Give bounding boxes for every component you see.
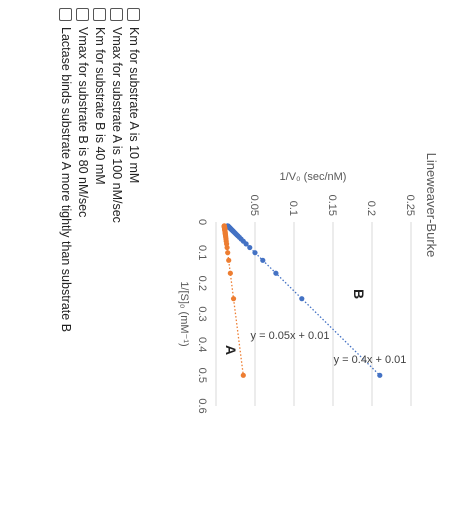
option-5-checkbox[interactable] — [59, 8, 72, 21]
y-tick-label: 0.05 — [248, 195, 260, 216]
data-point-a — [227, 270, 233, 276]
data-point-a — [226, 257, 232, 263]
y-tick-label: 0.2 — [365, 201, 377, 216]
data-point-b — [247, 244, 253, 251]
data-point-a — [230, 296, 237, 302]
option-4-label: Vmax for substrate B is 80 nM/sec — [76, 27, 90, 218]
y-tick-label: 0.25 — [404, 195, 416, 216]
option-2-label: Vmax for substrate A is 100 nM/sec — [110, 27, 124, 223]
x-tick-label: 0.4 — [196, 337, 208, 352]
data-point-b — [273, 270, 279, 276]
data-point-b — [260, 257, 266, 263]
y-axis-title: 1/V₀ (sec/nM) — [280, 171, 347, 183]
option-3-label: Km for substrate B is 40 mM — [93, 27, 107, 185]
series-label-a: A — [223, 345, 239, 355]
data-point-a — [240, 372, 246, 378]
trendline-b — [227, 225, 381, 376]
data-point-a — [225, 250, 231, 256]
data-point-b — [252, 250, 258, 256]
x-tick-label: 0.6 — [196, 398, 208, 413]
answer-options: Km for substrate A is 10 mM Vmax for sub… — [57, 8, 142, 508]
y-tick-label: 0.15 — [326, 195, 338, 216]
option-1-checkbox[interactable] — [127, 8, 140, 21]
x-tick-label: 0.1 — [196, 245, 208, 260]
chart-title: Lineweaver-Burke — [424, 153, 439, 258]
option-4[interactable]: Vmax for substrate B is 80 nM/sec — [74, 8, 91, 508]
option-2-checkbox[interactable] — [110, 8, 123, 21]
option-4-checkbox[interactable] — [76, 8, 89, 21]
series-label-b: B — [351, 289, 367, 299]
data-point-a — [221, 223, 227, 229]
option-3-checkbox[interactable] — [93, 8, 106, 21]
x-tick-label: 0 — [196, 219, 208, 225]
x-tick-label: 0.5 — [196, 368, 208, 383]
x-axis-title: 1/[S]₀ (mM⁻¹) — [178, 281, 190, 346]
y-tick-label: 0.1 — [287, 201, 299, 216]
option-5[interactable]: Lactase binds substrate A more tightly t… — [57, 8, 74, 508]
x-tick-label: 0.2 — [196, 276, 208, 291]
option-1-label: Km for substrate A is 10 mM — [127, 27, 141, 184]
option-5-label: Lactase binds substrate A more tightly t… — [59, 27, 73, 333]
option-2[interactable]: Vmax for substrate A is 100 nM/sec — [108, 8, 125, 508]
trendline-equation-a: y = 0.05x + 0.01 — [251, 330, 330, 342]
option-3[interactable]: Km for substrate B is 40 mM — [91, 8, 108, 508]
data-point-b — [299, 296, 305, 302]
x-tick-label: 0.3 — [196, 306, 208, 321]
trendline-equation-b: y = 0.4x + 0.01 — [334, 354, 407, 366]
option-1[interactable]: Km for substrate A is 10 mM — [125, 8, 142, 508]
data-point-b — [377, 372, 383, 378]
